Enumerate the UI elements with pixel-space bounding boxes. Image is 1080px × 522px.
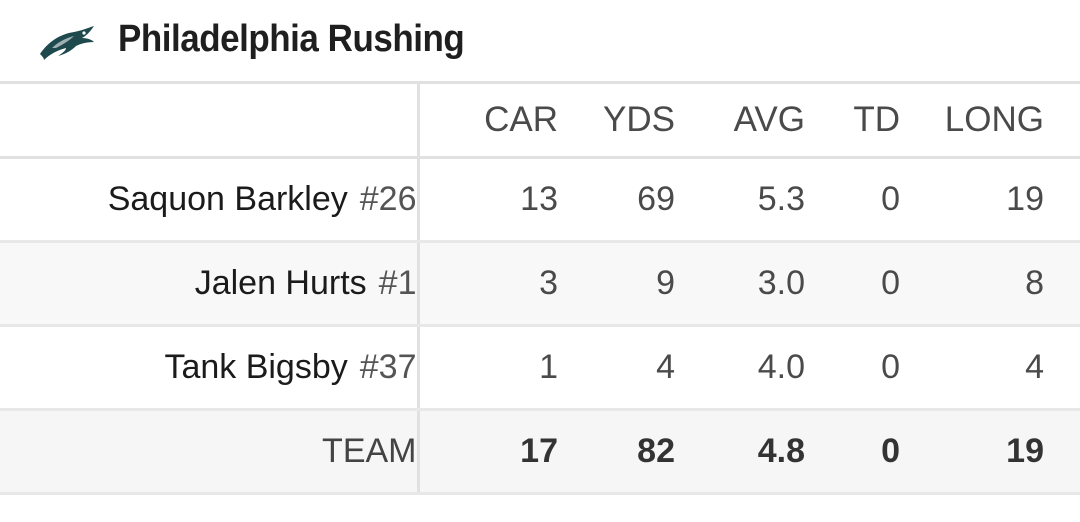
jersey-number: #37 <box>359 347 417 386</box>
table-row: Jalen Hurts #1 3 9 3.0 0 8 <box>0 241 1080 327</box>
rushing-table: CAR YDS AVG TD LONG Saquon Barkley #26 13… <box>0 84 1080 495</box>
stat-car: 1 <box>418 325 558 411</box>
team-car: 17 <box>418 409 558 495</box>
stat-avg: 5.3 <box>675 157 805 243</box>
stat-long: 8 <box>900 241 1080 327</box>
column-header-yds[interactable]: YDS <box>558 84 675 159</box>
table-header-row: CAR YDS AVG TD LONG <box>0 84 1080 159</box>
stat-long: 4 <box>900 325 1080 411</box>
stat-long: 19 <box>900 157 1080 243</box>
jersey-number: #26 <box>359 179 417 218</box>
stat-car: 13 <box>418 157 558 243</box>
player-cell: Saquon Barkley #26 <box>0 157 420 243</box>
eagle-logo-icon <box>40 26 94 60</box>
team-label: TEAM <box>0 409 420 495</box>
table-row: Tank Bigsby #37 1 4 4.0 0 4 <box>0 325 1080 411</box>
team-avg: 4.8 <box>675 409 805 495</box>
team-total-row: TEAM 17 82 4.8 0 19 <box>0 409 1080 495</box>
jersey-number: #1 <box>378 263 417 302</box>
name-column-header <box>0 84 420 159</box>
column-header-td[interactable]: TD <box>805 84 900 159</box>
team-long: 19 <box>900 409 1080 495</box>
player-name-link[interactable]: Jalen Hurts <box>194 263 367 302</box>
team-td: 0 <box>805 409 900 495</box>
stat-car: 3 <box>418 241 558 327</box>
stat-yds: 9 <box>558 241 675 327</box>
stat-yds: 4 <box>558 325 675 411</box>
player-cell: Tank Bigsby #37 <box>0 325 420 411</box>
header: Philadelphia Rushing <box>0 0 1080 84</box>
stat-td: 0 <box>805 241 900 327</box>
page-title: Philadelphia Rushing <box>118 18 465 60</box>
player-name-link[interactable]: Tank Bigsby <box>164 347 348 386</box>
table-row: Saquon Barkley #26 13 69 5.3 0 19 <box>0 157 1080 243</box>
column-header-avg[interactable]: AVG <box>675 84 805 159</box>
team-yds: 82 <box>558 409 675 495</box>
stat-yds: 69 <box>558 157 675 243</box>
player-cell: Jalen Hurts #1 <box>0 241 420 327</box>
player-name-link[interactable]: Saquon Barkley <box>107 179 348 218</box>
column-header-long[interactable]: LONG <box>900 84 1080 159</box>
stat-avg: 3.0 <box>675 241 805 327</box>
stat-avg: 4.0 <box>675 325 805 411</box>
stat-td: 0 <box>805 325 900 411</box>
column-header-car[interactable]: CAR <box>418 84 558 159</box>
stat-td: 0 <box>805 157 900 243</box>
